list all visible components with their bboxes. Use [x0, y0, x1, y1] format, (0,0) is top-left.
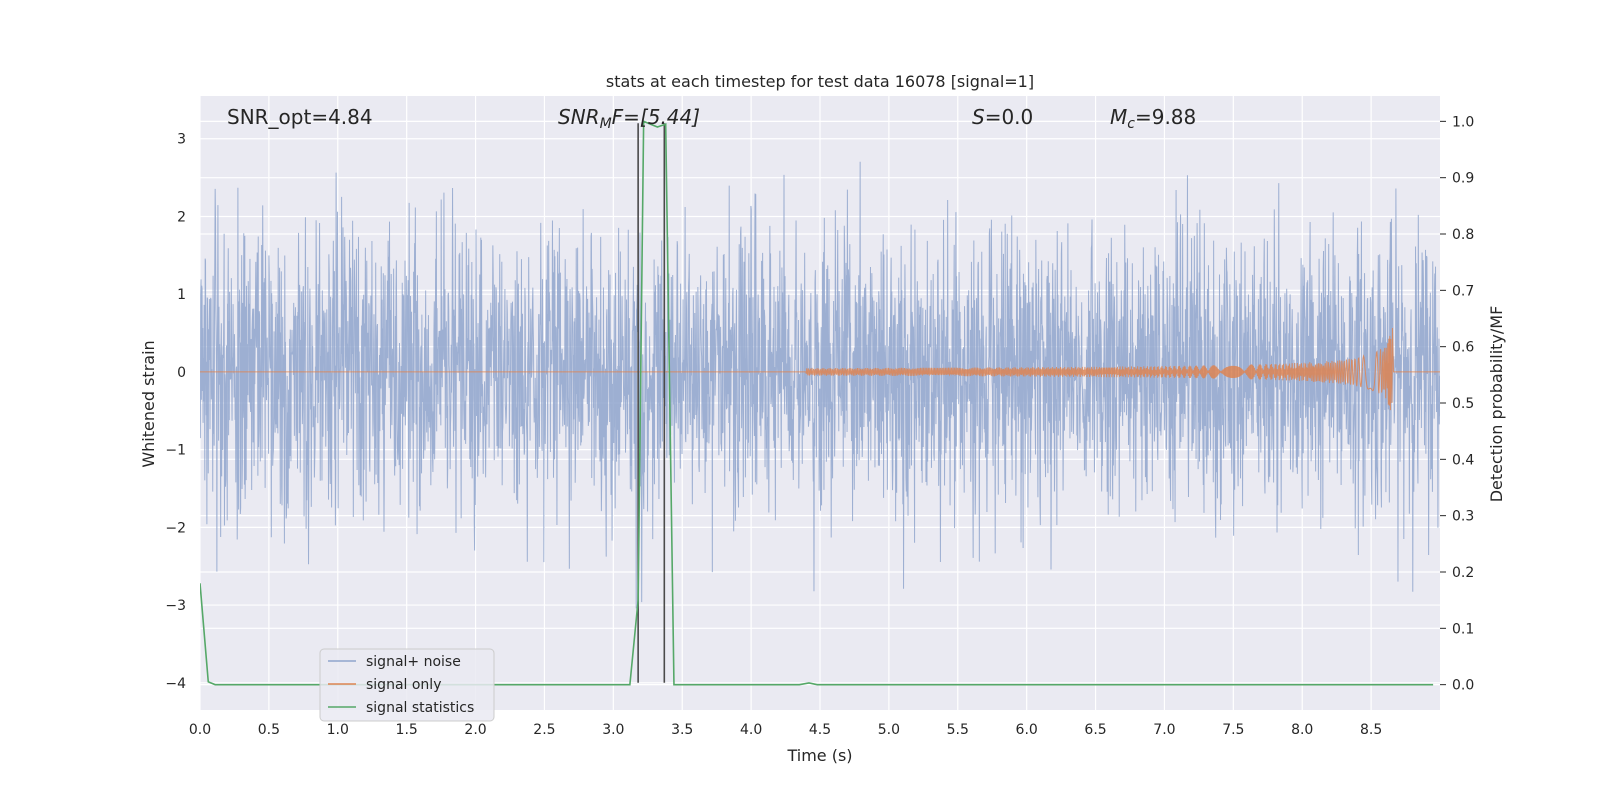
legend-box — [319, 648, 495, 722]
x-tick-label: 7.0 — [1153, 722, 1175, 738]
y2-tick-label: 0.4 — [1452, 452, 1474, 468]
x-tick-label: 1.0 — [327, 722, 349, 738]
annotation-snr-mf-base: SNR — [558, 105, 600, 129]
annotation-s-rest: =0.0 — [985, 105, 1034, 129]
y-tick-label: 3 — [177, 132, 186, 148]
x-tick-label: 8.5 — [1360, 722, 1382, 738]
y-tick-label: 2 — [177, 209, 186, 225]
x-tick-label: 6.5 — [1084, 722, 1106, 738]
annotation-snr-mf: SNRMF=[5.44] — [558, 105, 700, 132]
x-tick-label: 8.0 — [1291, 722, 1313, 738]
legend-label-signal-only: signal only — [366, 677, 441, 693]
annotation-snr-opt: SNR_opt=4.84 — [227, 105, 373, 129]
annotation-mc-base: M — [1110, 105, 1127, 129]
legend-label-signal-statistics: signal statistics — [366, 700, 474, 716]
series-signal-statistics — [200, 120, 1434, 686]
y-axis-ticks: 3 2 1 0 −1 −2 −3 −4 — [165, 132, 186, 692]
y2-axis-ticks: 1.0 0.9 0.8 0.7 0.6 0.5 0.4 0.3 0.2 0.1 0.0 — [1440, 114, 1474, 694]
annotation-mc-sub: c — [1127, 116, 1135, 132]
x-tick-label: 5.0 — [878, 722, 900, 738]
x-tick-label: 0.0 — [189, 722, 211, 738]
x-tick-label: 3.5 — [671, 722, 693, 738]
y-tick-label: −1 — [165, 443, 186, 459]
y2-tick-label: 1.0 — [1452, 114, 1474, 130]
legend-label-signal-plus-noise: signal+ noise — [366, 654, 461, 670]
y-tick-label: −4 — [165, 676, 186, 692]
y2-tick-label: 0.5 — [1452, 396, 1474, 412]
legend: signal+ noise signal only signal statist… — [319, 648, 495, 722]
x-axis-label: Time (s) — [786, 746, 852, 765]
y2-tick-label: 0.0 — [1452, 678, 1474, 694]
x-tick-label: 4.5 — [809, 722, 831, 738]
series-signal-plus-noise — [200, 161, 1440, 609]
x-tick-label: 5.5 — [947, 722, 969, 738]
annotation-mc-rest: =9.88 — [1135, 105, 1196, 129]
y-tick-label: −3 — [165, 598, 186, 614]
y-tick-label: 1 — [177, 287, 186, 303]
annotation-s-var: S — [972, 105, 985, 129]
y-tick-label: −2 — [165, 520, 186, 536]
y2-tick-label: 0.6 — [1452, 340, 1474, 356]
y2-axis-label: Detection probability/MF — [1487, 306, 1506, 503]
annotation-snr-mf-sub: M — [600, 116, 612, 132]
annotation-s: S=0.0 — [972, 105, 1033, 129]
x-tick-label: 1.5 — [396, 722, 418, 738]
y2-tick-label: 0.3 — [1452, 509, 1474, 525]
x-tick-label: 3.0 — [602, 722, 624, 738]
x-tick-label: 2.0 — [464, 722, 486, 738]
x-tick-label: 4.0 — [740, 722, 762, 738]
y2-tick-label: 0.1 — [1452, 621, 1474, 637]
series-signal-only — [200, 327, 1440, 411]
annotation-mc: Mc=9.88 — [1110, 105, 1196, 132]
y2-tick-label: 0.9 — [1452, 171, 1474, 187]
y-axis-label: Whitened strain — [139, 340, 158, 467]
y2-tick-label: 0.8 — [1452, 227, 1474, 243]
x-tick-label: 0.5 — [258, 722, 280, 738]
y2-tick-label: 0.7 — [1452, 283, 1474, 299]
y2-tick-label: 0.2 — [1452, 565, 1474, 581]
y-tick-label: 0 — [177, 365, 186, 381]
plot-series — [200, 120, 1440, 686]
x-tick-label: 7.5 — [1222, 722, 1244, 738]
x-axis-ticks: 0.0 0.5 1.0 1.5 2.0 2.5 3.0 3.5 4.0 4.5 5.0 5.5 6.0 6… — [189, 722, 1382, 738]
x-tick-label: 6.0 — [1016, 722, 1038, 738]
x-tick-label: 2.5 — [533, 722, 555, 738]
chart-title: stats at each timestep for test data 160… — [606, 72, 1034, 91]
annotation-snr-mf-rest: F=[5.44] — [612, 105, 700, 129]
